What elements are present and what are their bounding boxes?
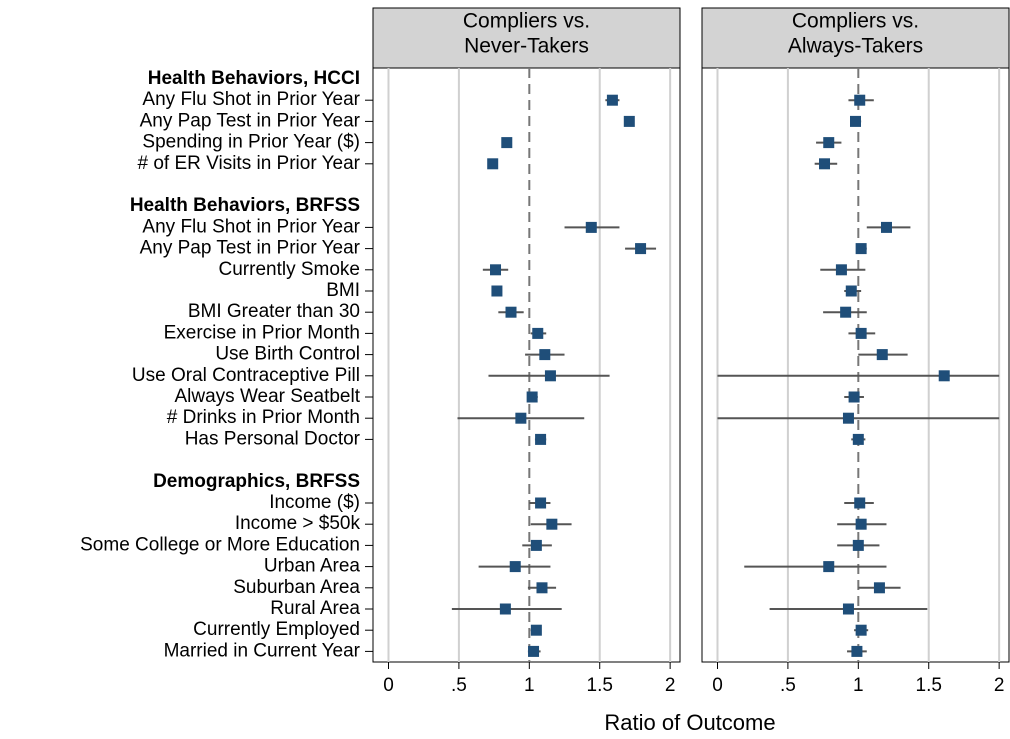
- panel-title-box: [701, 7, 1010, 69]
- row-label: Any Pap Test in Prior Year: [140, 238, 361, 259]
- point-estimate: [515, 412, 527, 424]
- point-estimate: [536, 582, 548, 594]
- x-tick-label: 1.5: [916, 675, 942, 696]
- point-estimate: [855, 518, 867, 530]
- point-estimate: [499, 603, 511, 615]
- row-label: Has Personal Doctor: [185, 428, 361, 449]
- point-estimate: [851, 645, 863, 657]
- row-label: Always Wear Seatbelt: [174, 386, 360, 407]
- panel-title: Never-Takers: [464, 35, 589, 58]
- point-estimate: [848, 391, 860, 403]
- row-label: # of ER Visits in Prior Year: [138, 153, 361, 174]
- point-estimate: [852, 433, 864, 445]
- point-estimate: [850, 115, 861, 127]
- row-label: Exercise in Prior Month: [164, 322, 360, 343]
- point-estimate: [823, 137, 835, 149]
- panel-title-box: [372, 7, 681, 69]
- row-label: Rural Area: [270, 598, 360, 619]
- point-estimate: [938, 370, 950, 382]
- point-estimate: [490, 264, 502, 276]
- point-estimate: [585, 221, 597, 233]
- point-estimate: [623, 115, 635, 127]
- point-estimate: [855, 327, 867, 339]
- row-label: Any Flu Shot in Prior Year: [142, 216, 360, 237]
- row-label: Any Flu Shot in Prior Year: [142, 89, 360, 110]
- group-label: Health Behaviors, BRFSS: [130, 195, 360, 216]
- group-label: Health Behaviors, HCCI: [148, 68, 360, 89]
- point-estimate: [544, 370, 556, 382]
- point-estimate: [842, 412, 854, 424]
- x-axis-title: Ratio of Outcome: [604, 710, 775, 735]
- row-label: Married in Current Year: [164, 640, 361, 661]
- x-tick-label: 1: [524, 675, 535, 696]
- point-estimate: [546, 518, 558, 530]
- x-tick-label: 1.5: [587, 675, 613, 696]
- point-estimate: [606, 94, 618, 106]
- row-label: Use Oral Contraceptive Pill: [132, 365, 360, 386]
- row-label: Use Birth Control: [215, 344, 360, 365]
- point-estimate: [855, 624, 867, 636]
- point-estimate: [535, 433, 547, 445]
- row-label: Spending in Prior Year ($): [142, 132, 360, 153]
- point-estimate: [876, 349, 888, 361]
- point-estimate: [509, 561, 521, 573]
- row-label: Income > $50k: [235, 513, 361, 534]
- point-estimate: [491, 285, 503, 297]
- point-estimate: [539, 349, 551, 361]
- x-tick-label: 0: [383, 675, 394, 696]
- row-label: BMI: [326, 280, 360, 301]
- point-estimate: [823, 561, 835, 573]
- point-estimate: [530, 539, 542, 551]
- point-estimate: [852, 539, 864, 551]
- point-estimate: [528, 645, 540, 657]
- point-estimate: [535, 497, 547, 509]
- row-label: Any Pap Test in Prior Year: [140, 110, 361, 131]
- x-tick-label: .5: [451, 675, 467, 696]
- panel-title: Compliers vs.: [792, 10, 919, 33]
- point-estimate: [854, 94, 866, 106]
- point-estimate: [505, 306, 517, 318]
- point-estimate: [819, 158, 831, 170]
- point-estimate: [530, 624, 542, 636]
- point-estimate: [487, 158, 499, 170]
- x-tick-label: .5: [780, 675, 796, 696]
- panel-title: Compliers vs.: [463, 10, 590, 33]
- panel-box: [372, 67, 681, 663]
- row-label: Urban Area: [264, 556, 361, 577]
- row-label: Some College or More Education: [80, 534, 360, 555]
- row-label: # Drinks in Prior Month: [167, 407, 360, 428]
- row-label: Currently Employed: [193, 619, 360, 640]
- row-label: BMI Greater than 30: [188, 301, 360, 322]
- point-estimate: [854, 497, 866, 509]
- panel-box: [701, 67, 1010, 663]
- point-estimate: [842, 603, 854, 615]
- point-estimate: [840, 306, 852, 318]
- point-estimate: [855, 243, 867, 255]
- row-label: Income ($): [269, 492, 360, 513]
- x-tick-label: 1: [853, 675, 864, 696]
- point-estimate: [526, 391, 538, 403]
- point-estimate: [635, 243, 647, 255]
- x-tick-label: 2: [665, 675, 676, 696]
- point-estimate: [880, 221, 892, 233]
- row-label: Currently Smoke: [219, 259, 361, 280]
- point-estimate: [532, 327, 544, 339]
- point-estimate: [873, 582, 885, 594]
- point-estimate: [501, 137, 513, 149]
- x-tick-label: 0: [712, 675, 723, 696]
- x-tick-label: 2: [994, 675, 1005, 696]
- panel-title: Always-Takers: [788, 35, 923, 58]
- point-estimate: [835, 264, 847, 276]
- group-label: Demographics, BRFSS: [153, 471, 360, 492]
- point-estimate: [845, 285, 857, 297]
- row-label: Suburban Area: [233, 577, 360, 598]
